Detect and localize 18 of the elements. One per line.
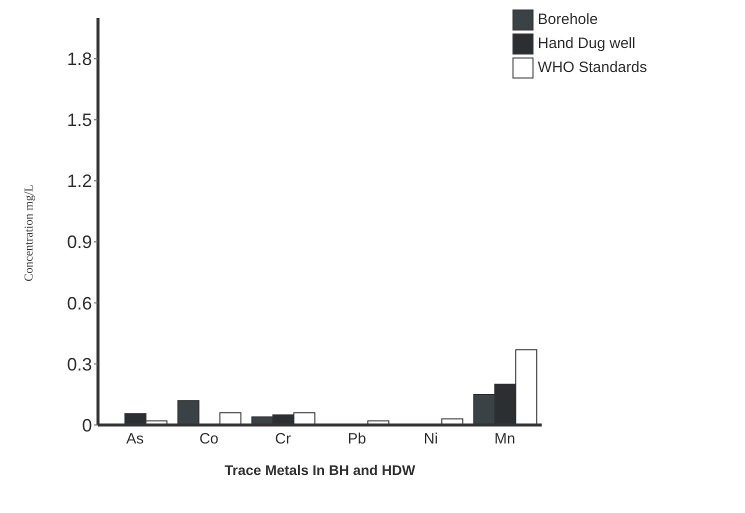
y-axis-title: Concentration mg/L bbox=[21, 184, 36, 282]
y-tick-label: 0 bbox=[82, 415, 92, 436]
x-tick-label: Ni bbox=[424, 430, 438, 448]
y-tick-label: 1.8 bbox=[66, 49, 92, 70]
x-tick-label: As bbox=[126, 430, 144, 448]
legend-label: WHO Standards bbox=[538, 58, 647, 78]
y-tick-label: 0.9 bbox=[66, 232, 92, 252]
x-tick-label: Co bbox=[199, 430, 219, 448]
y-tick-label: 0.6 bbox=[66, 293, 92, 314]
y-tick-label: 0.3 bbox=[66, 354, 92, 374]
legend-label: Borehole bbox=[538, 10, 598, 30]
x-tick-label: Mn bbox=[494, 430, 516, 448]
x-tick-label: Cr bbox=[274, 430, 291, 448]
legend-label: Hand Dug well bbox=[538, 34, 636, 54]
y-tick-label: 1.2 bbox=[66, 171, 92, 192]
x-axis-title: Trace Metals In BH and HDW bbox=[224, 462, 416, 478]
x-tick-label: Pb bbox=[348, 430, 366, 448]
y-tick-label: 1.5 bbox=[66, 110, 92, 130]
